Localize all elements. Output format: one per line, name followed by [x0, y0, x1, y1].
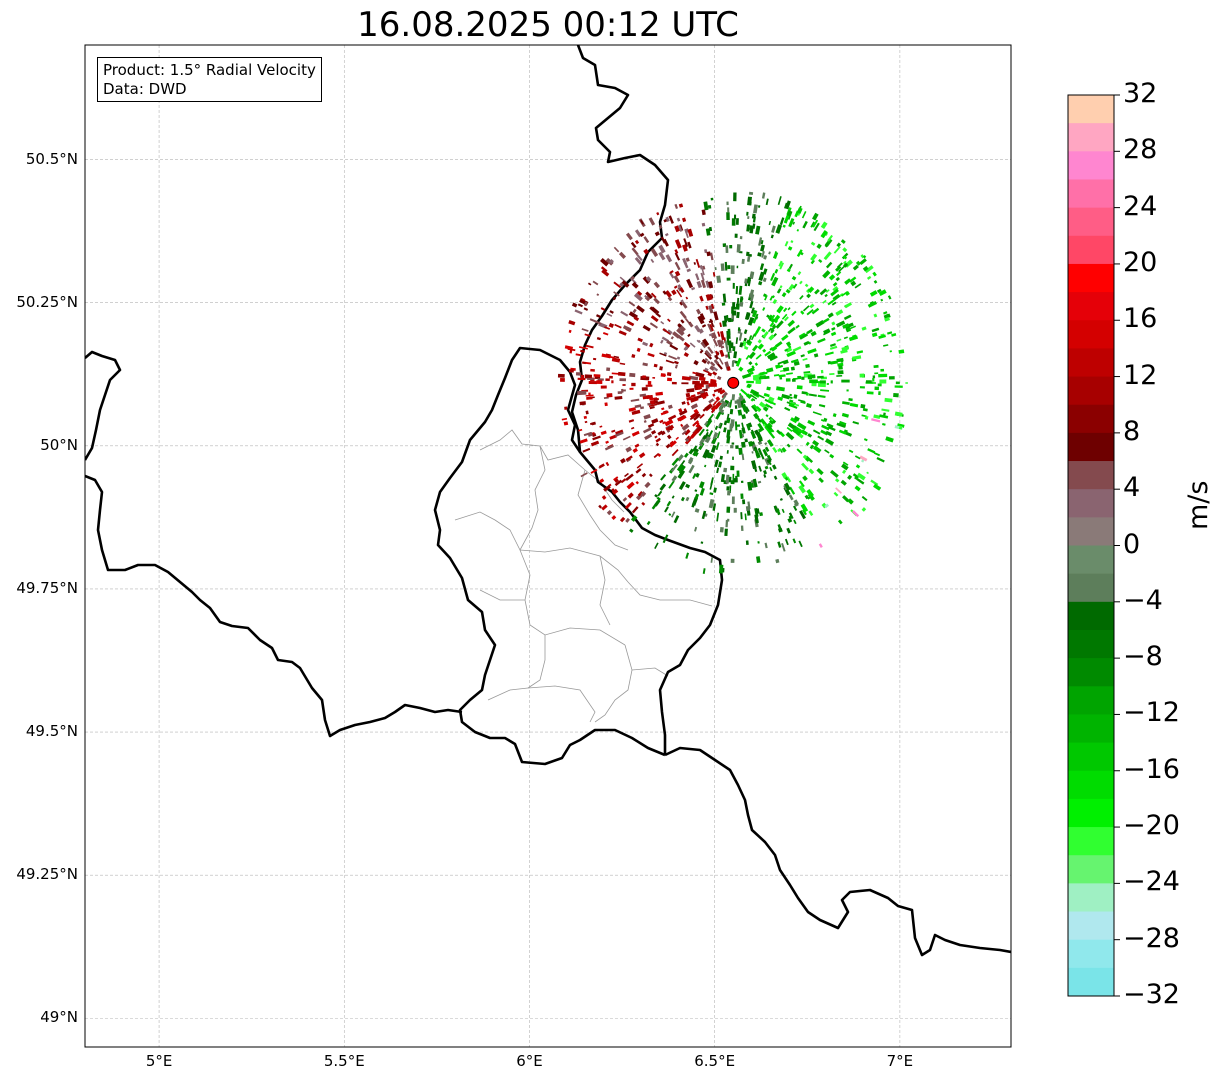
lat-label: 49.25°N: [16, 865, 78, 884]
lon-label: 5.5°E: [323, 1052, 365, 1070]
product-info-box: Product: 1.5° Radial Velocity Data: DWD: [97, 57, 322, 102]
country-borders: [85, 45, 1011, 957]
colorbar-swatch: [1068, 686, 1114, 715]
colorbar-tick-label: −32: [1123, 979, 1180, 1010]
colorbar-tick-label: 32: [1123, 78, 1158, 109]
colorbar-swatch: [1068, 235, 1114, 265]
data-source-label: Data: DWD: [103, 80, 187, 98]
colorbar-swatch: [1068, 573, 1114, 603]
colorbar-swatch: [1068, 376, 1114, 406]
lon-label: 5°E: [145, 1052, 173, 1070]
colorbar-swatch: [1068, 883, 1114, 913]
lat-label: 50.5°N: [25, 149, 78, 168]
colorbar-swatch: [1068, 629, 1114, 659]
colorbar-swatch: [1068, 348, 1114, 378]
colorbar-swatch: [1068, 601, 1114, 631]
colorbar: [1068, 95, 1114, 997]
colorbar-swatch: [1068, 263, 1114, 293]
colorbar-tick-label: −16: [1123, 753, 1180, 785]
colorbar-swatch: [1068, 517, 1114, 546]
colorbar-swatch: [1068, 489, 1114, 518]
colorbar-tick-label: −12: [1123, 697, 1180, 729]
colorbar-swatch: [1068, 939, 1114, 969]
colorbar-swatch: [1068, 461, 1114, 490]
colorbar-swatch: [1068, 151, 1114, 180]
colorbar-swatch: [1068, 770, 1114, 800]
colorbar-swatch: [1068, 798, 1114, 828]
colorbar-swatch: [1068, 967, 1114, 997]
colorbar-tick-label: −20: [1123, 810, 1180, 842]
lat-label: 49°N: [40, 1008, 78, 1027]
colorbar-tick-label: −28: [1123, 922, 1180, 954]
colorbar-unit-label: m/s: [1183, 480, 1214, 530]
colorbar-swatch: [1068, 714, 1114, 744]
colorbar-swatch: [1068, 95, 1114, 124]
colorbar-tick-label: −4: [1123, 584, 1163, 616]
lon-label: 6.5°E: [694, 1052, 736, 1070]
colorbar-tick-label: 28: [1123, 134, 1158, 166]
colorbar-tick-label: 16: [1123, 303, 1158, 335]
colorbar-swatch: [1068, 855, 1114, 884]
colorbar-swatch: [1068, 292, 1114, 321]
colorbar-swatch: [1068, 179, 1114, 209]
lat-label: 49.5°N: [25, 722, 78, 741]
map-title: 16.08.2025 00:12 UTC: [357, 5, 739, 45]
colorbar-swatch: [1068, 123, 1114, 152]
lon-label: 7°E: [886, 1052, 914, 1070]
colorbar-swatch: [1068, 742, 1114, 772]
colorbar-tick-label: 24: [1123, 190, 1158, 222]
colorbar-tick-label: 8: [1123, 415, 1141, 447]
colorbar-swatch: [1068, 404, 1114, 434]
colorbar-tick-label: 20: [1123, 246, 1158, 278]
colorbar-tick-label: 12: [1123, 359, 1158, 391]
radar-site-marker: [727, 376, 740, 389]
colorbar-swatch: [1068, 320, 1114, 349]
colorbar-swatch: [1068, 545, 1114, 575]
colorbar-tick-label: 4: [1123, 472, 1141, 504]
lat-label: 50°N: [40, 435, 78, 454]
colorbar-swatch: [1068, 911, 1114, 941]
colorbar-swatch: [1068, 207, 1114, 237]
lat-label: 50.25°N: [16, 292, 78, 311]
lat-label: 49.75°N: [16, 578, 78, 597]
colorbar-tick-label: 0: [1123, 528, 1141, 560]
lon-label: 6°E: [516, 1052, 543, 1070]
district-borders: [454, 429, 713, 723]
colorbar-tick-label: −24: [1123, 866, 1180, 898]
grid-lines: [85, 45, 1011, 1047]
map-frame: [84, 44, 1012, 1048]
colorbar-ticks: [1114, 94, 1120, 997]
radar-velocity-echoes: [557, 191, 908, 575]
colorbar-tick-label: −8: [1123, 641, 1163, 673]
colorbar-swatch: [1068, 827, 1114, 856]
colorbar-swatch: [1068, 658, 1114, 687]
product-label: Product: 1.5° Radial Velocity: [103, 61, 316, 79]
colorbar-swatch: [1068, 432, 1114, 462]
